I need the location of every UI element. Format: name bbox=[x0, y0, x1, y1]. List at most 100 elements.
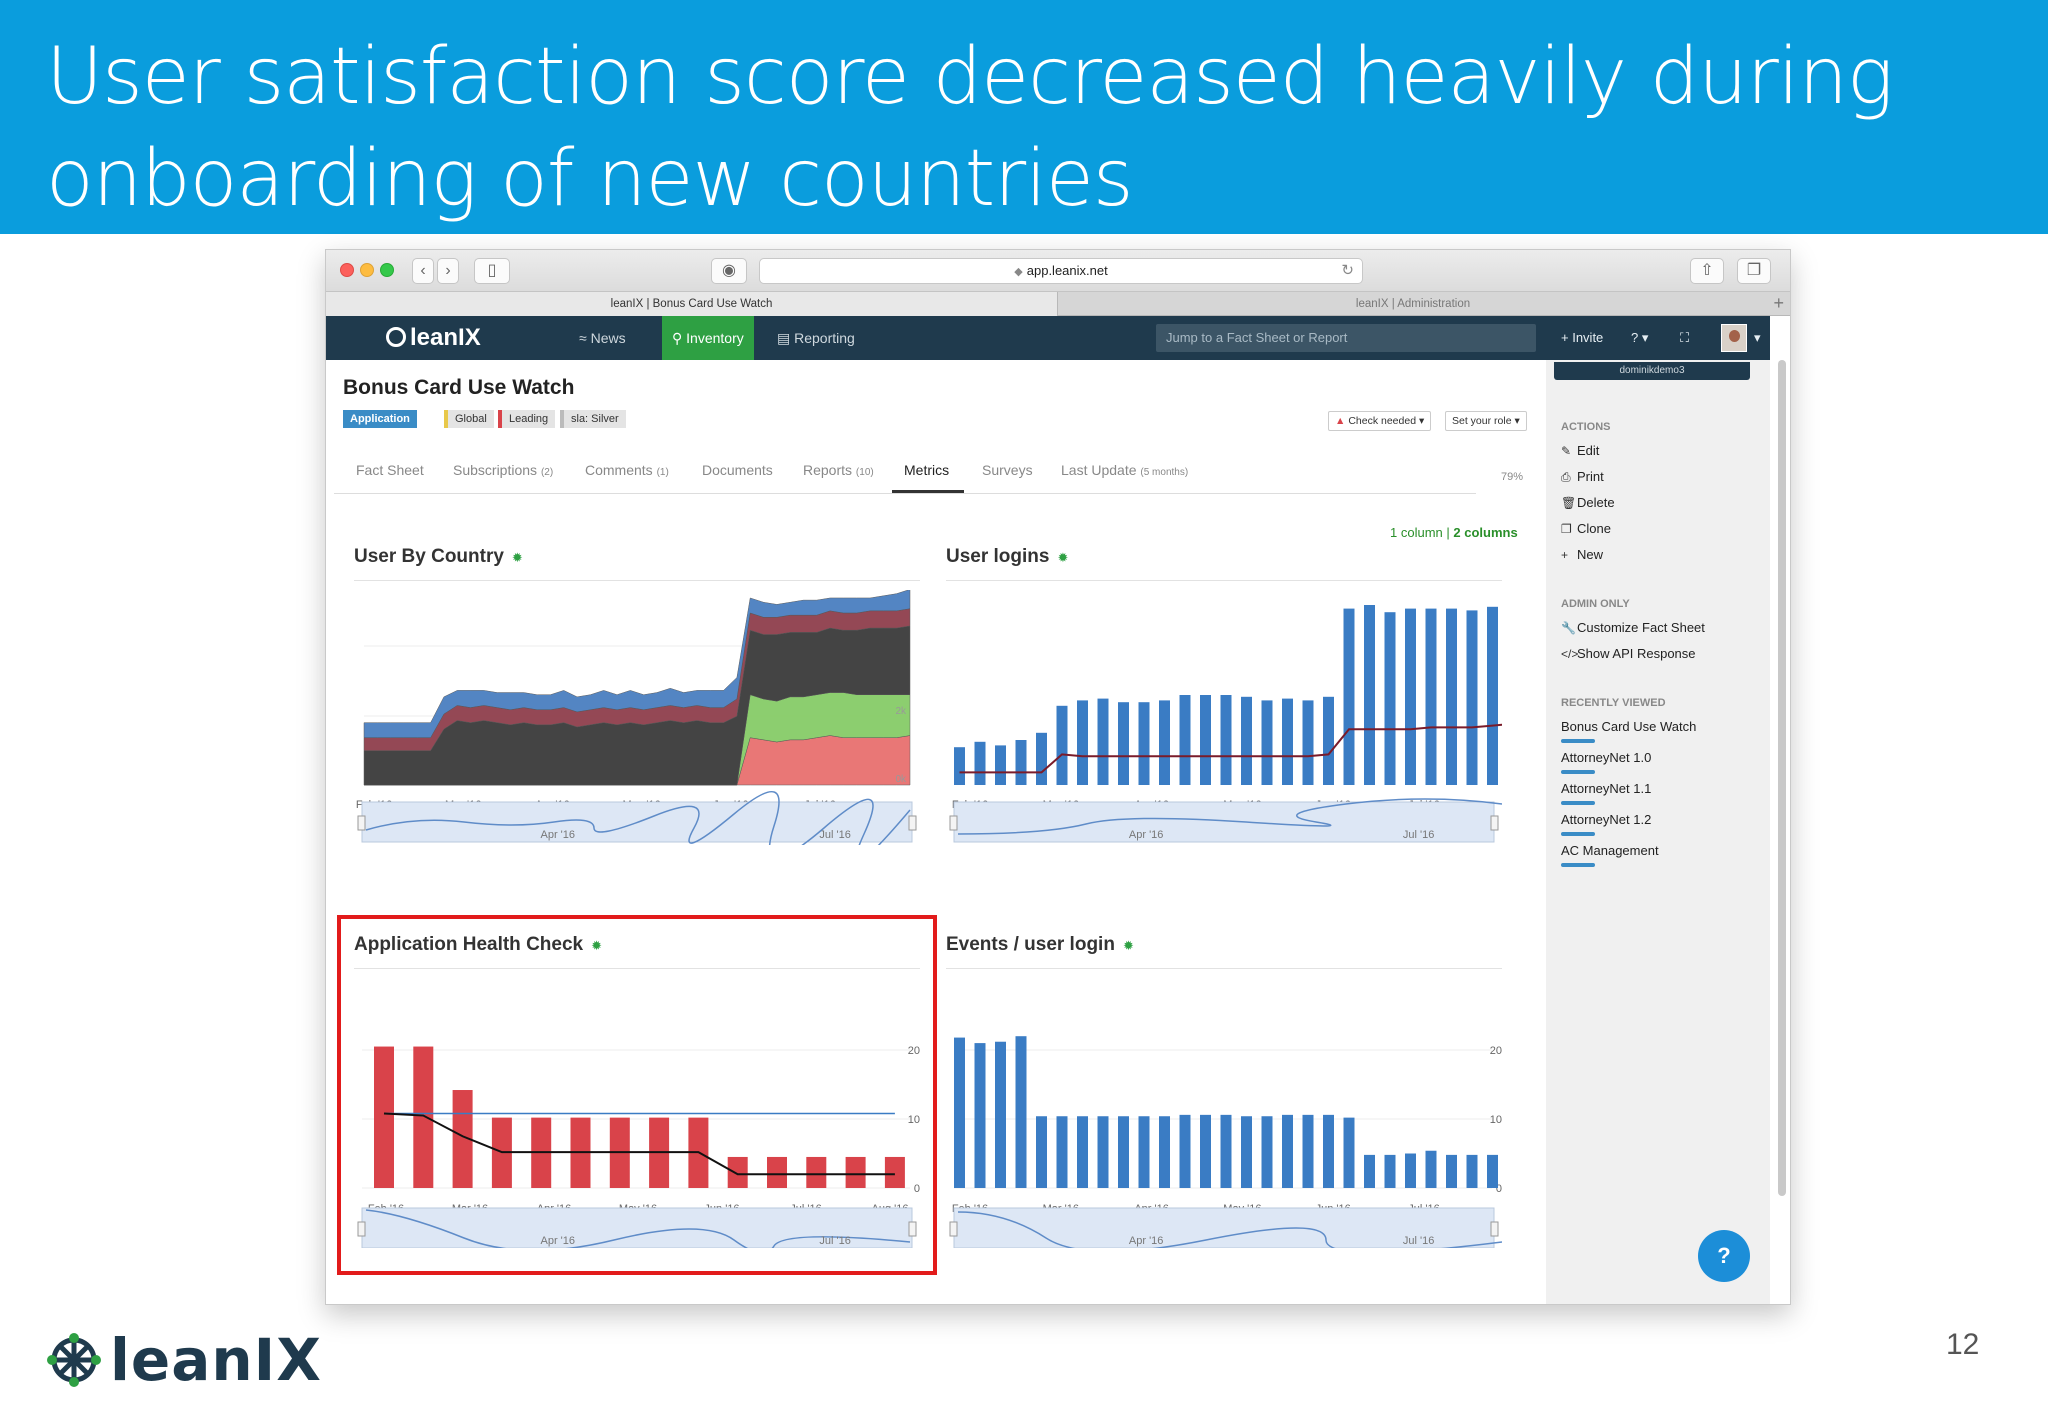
avatar[interactable] bbox=[1721, 324, 1747, 352]
bar bbox=[1036, 1116, 1047, 1188]
gear-icon[interactable]: ✹ bbox=[511, 550, 523, 565]
caret-down-icon: ▾ bbox=[1418, 415, 1425, 427]
admin-show-api-response[interactable]: </>Show API Response bbox=[1561, 646, 1696, 661]
help-chat-button[interactable]: ? bbox=[1698, 1230, 1750, 1282]
nav-inventory[interactable]: ⚲ Inventory bbox=[662, 316, 754, 360]
gear-icon[interactable]: ✹ bbox=[591, 938, 603, 953]
bar bbox=[995, 1041, 1006, 1188]
action-clone[interactable]: ❐ Clone bbox=[1561, 521, 1611, 536]
one-column-link[interactable]: 1 column bbox=[1390, 525, 1443, 540]
bar bbox=[995, 745, 1006, 785]
tab-last-update[interactable]: Last Update (5 months) bbox=[1061, 462, 1189, 478]
bar bbox=[1425, 608, 1437, 785]
fact-sheet-search-input[interactable]: Jump to a Fact Sheet or Report bbox=[1156, 324, 1536, 352]
navigator-label: Apr '16 bbox=[541, 1235, 576, 1247]
chart-title-user-by-country: User By Country ✹ bbox=[354, 546, 523, 567]
navigator-label: Jul '16 bbox=[1403, 1235, 1434, 1247]
forward-icon[interactable]: › bbox=[437, 258, 459, 284]
back-icon[interactable]: ‹ bbox=[412, 258, 434, 284]
bar bbox=[1384, 1154, 1396, 1188]
bar bbox=[1343, 608, 1355, 785]
active-tab-underline bbox=[892, 490, 964, 493]
page-scrollbar[interactable] bbox=[1778, 360, 1786, 1196]
gear-icon[interactable]: ✹ bbox=[1057, 550, 1069, 565]
fullscreen-icon[interactable]: ⛶ bbox=[1680, 330, 1690, 345]
nav-news[interactable]: ≈ News bbox=[579, 330, 626, 346]
tab-fact-sheet[interactable]: Fact Sheet bbox=[356, 462, 424, 478]
nav-reporting[interactable]: ▤ Reporting bbox=[777, 330, 855, 346]
caret-down-icon: ▾ bbox=[1514, 415, 1520, 427]
bar bbox=[1241, 1116, 1252, 1188]
new-tab-icon[interactable]: + bbox=[1773, 293, 1784, 313]
tag-application[interactable]: Application bbox=[343, 410, 417, 428]
bar bbox=[452, 1090, 473, 1188]
bar bbox=[1487, 606, 1498, 785]
recent-item[interactable]: AC Management bbox=[1561, 843, 1659, 858]
help-menu[interactable]: ? ▾ bbox=[1631, 316, 1648, 360]
leanix-logo[interactable]: leanIX bbox=[386, 326, 481, 350]
page-number: 12 bbox=[1946, 1328, 1980, 1361]
set-role-button[interactable]: Set your role ▾ bbox=[1445, 411, 1527, 431]
bar bbox=[1056, 1116, 1068, 1188]
y-tick-label: 10 bbox=[1490, 1114, 1502, 1126]
page-title: Bonus Card Use Watch bbox=[343, 376, 575, 399]
privacy-icon[interactable]: ◉ bbox=[711, 258, 747, 284]
user-caret-icon[interactable]: ▾ bbox=[1754, 330, 1761, 345]
browser-tab-bonus-card[interactable]: leanIX | Bonus Card Use Watch bbox=[326, 292, 1058, 316]
slide-title-line-1: User satisfaction score decreased heavil… bbox=[46, 32, 1894, 122]
action-print[interactable]: ⎙ Print bbox=[1561, 469, 1604, 484]
chart-application-health-check: 01020Feb '16Mar '16Apr '16May '16Jun '16… bbox=[357, 1045, 920, 1248]
recent-item[interactable]: AttorneyNet 1.2 bbox=[1561, 812, 1652, 827]
tag-leading[interactable]: Leading bbox=[498, 410, 556, 428]
address-bar[interactable]: ◆ app.leanix.net ↻ bbox=[759, 258, 1363, 284]
bar bbox=[1179, 695, 1191, 785]
chart-user-by-country: 0k2kFeb '16Mar '16Apr '16May '16Jun '16J… bbox=[356, 590, 917, 845]
recent-item-bar bbox=[1561, 863, 1595, 867]
tag-global[interactable]: Global bbox=[444, 410, 494, 428]
bar bbox=[974, 1043, 986, 1188]
action-edit[interactable]: ✎ Edit bbox=[1561, 443, 1600, 458]
tabs-overview-icon[interactable]: ❐ bbox=[1737, 258, 1771, 284]
close-window-icon[interactable] bbox=[340, 263, 354, 277]
two-columns-link[interactable]: 2 columns bbox=[1453, 525, 1518, 540]
y-tick-label: 2k bbox=[895, 706, 907, 717]
tab-metrics[interactable]: Metrics bbox=[904, 462, 950, 478]
rss-icon: ≈ bbox=[579, 330, 587, 346]
check-needed-button[interactable]: ▲ Check needed ▾ bbox=[1328, 411, 1432, 431]
tab-surveys[interactable]: Surveys bbox=[982, 462, 1033, 478]
admin-customize-fact-sheet[interactable]: 🔧Customize Fact Sheet bbox=[1561, 620, 1705, 635]
invite-button[interactable]: + Invite bbox=[1561, 330, 1604, 345]
bar bbox=[1323, 1114, 1334, 1188]
y-tick-label: 0 bbox=[1496, 1183, 1502, 1195]
recent-heading: RECENTLY VIEWED bbox=[1561, 697, 1666, 709]
browser-tab-administration[interactable]: leanIX | Administration bbox=[1355, 298, 1471, 310]
tab-subscriptions[interactable]: Subscriptions (2) bbox=[453, 462, 554, 478]
reload-icon[interactable]: ↻ bbox=[1341, 262, 1354, 279]
bar bbox=[1077, 1116, 1088, 1188]
slide-title-line-2: onboarding of new countries bbox=[46, 134, 1134, 224]
minimize-window-icon[interactable] bbox=[360, 263, 374, 277]
action-new[interactable]: + New bbox=[1561, 547, 1604, 562]
gear-icon[interactable]: ✹ bbox=[1122, 938, 1134, 953]
action-delete[interactable]: 🗑Delete bbox=[1561, 495, 1615, 510]
tab-reports[interactable]: Reports (10) bbox=[803, 462, 874, 478]
maximize-window-icon[interactable] bbox=[380, 263, 394, 277]
tag-sla[interactable]: sla: Silver bbox=[560, 410, 626, 428]
tab-comments[interactable]: Comments (1) bbox=[585, 462, 669, 478]
navigator-series-line bbox=[957, 1211, 1502, 1248]
recent-item[interactable]: AttorneyNet 1.1 bbox=[1561, 781, 1652, 796]
chart-title-application-health-check: Application Health Check ✹ bbox=[354, 934, 603, 955]
recent-item[interactable]: Bonus Card Use Watch bbox=[1561, 719, 1697, 734]
bar bbox=[1487, 1154, 1498, 1188]
bar bbox=[974, 741, 986, 785]
chart-divider bbox=[946, 968, 1502, 969]
leanix-logo-icon bbox=[386, 327, 406, 347]
recent-item[interactable]: AttorneyNet 1.0 bbox=[1561, 750, 1652, 765]
trend-line bbox=[383, 1112, 895, 1176]
username-badge[interactable]: dominikdemo3 bbox=[1554, 362, 1750, 380]
sidebar-toggle-icon[interactable]: ▯ bbox=[474, 258, 510, 284]
y-tick-label: 20 bbox=[908, 1045, 920, 1057]
tab-documents[interactable]: Documents bbox=[702, 462, 773, 478]
share-icon[interactable]: ⇧ bbox=[1690, 258, 1724, 284]
chart-divider bbox=[946, 580, 1502, 581]
